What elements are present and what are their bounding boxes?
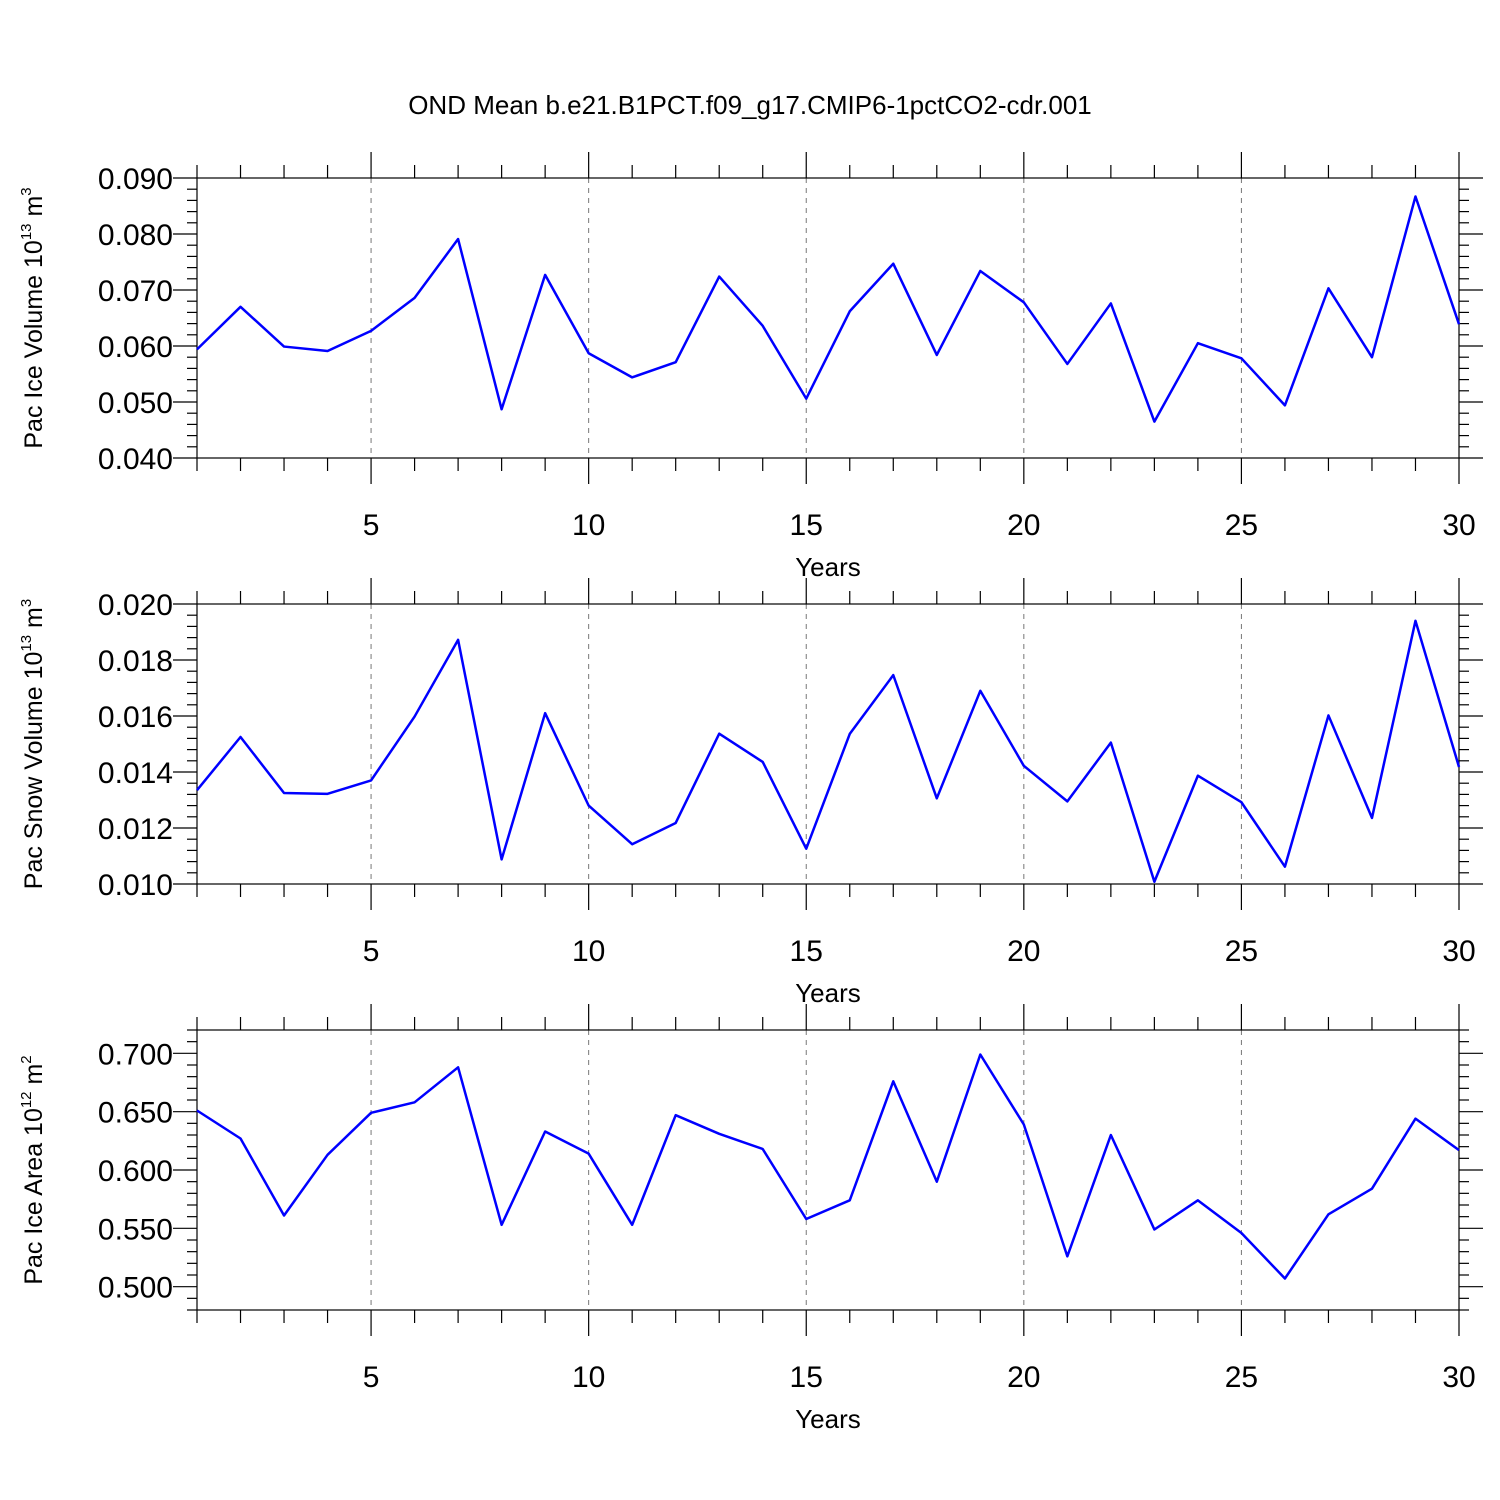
y-tick-label: 0.012 bbox=[98, 813, 173, 846]
x-tick-label: 10 bbox=[572, 1361, 605, 1394]
y-axis-label-exponent: 13 bbox=[18, 223, 35, 240]
x-tick-label: 5 bbox=[363, 935, 380, 968]
x-tick-label: 30 bbox=[1442, 1361, 1475, 1394]
y-tick-label: 0.090 bbox=[98, 163, 173, 196]
y-tick-label: 0.080 bbox=[98, 219, 173, 252]
y-tick-label: 0.070 bbox=[98, 275, 173, 308]
y-axis-label-unit: m bbox=[20, 1064, 48, 1092]
axes-frame bbox=[196, 603, 1460, 885]
y-tick-label: 0.600 bbox=[98, 1155, 173, 1188]
y-axis-label-exponent: 12 bbox=[18, 1091, 35, 1108]
x-tick-label: 15 bbox=[790, 1361, 823, 1394]
x-tick-label: 25 bbox=[1225, 935, 1258, 968]
axes-frame bbox=[196, 1029, 1460, 1311]
x-tick-label: 5 bbox=[363, 509, 380, 542]
x-tick-label: 30 bbox=[1442, 935, 1475, 968]
y-tick-label: 0.050 bbox=[98, 387, 173, 420]
x-tick-label: 20 bbox=[1007, 509, 1040, 542]
y-axis-label-text: Pac Snow Volume 10 bbox=[20, 652, 48, 890]
x-tick-label: 30 bbox=[1442, 509, 1475, 542]
y-tick-label: 0.010 bbox=[98, 869, 173, 902]
y-tick-label: 0.550 bbox=[98, 1213, 173, 1246]
y-tick-label: 0.014 bbox=[98, 757, 173, 790]
series-line bbox=[196, 1053, 1460, 1280]
x-tick-label: 15 bbox=[790, 509, 823, 542]
y-tick-label: 0.700 bbox=[98, 1038, 173, 1071]
chart-panel-3: 0.500 0.550 0.600 0.650 0.700 5 10 15 20 25 30 Year… bbox=[18, 1004, 1483, 1434]
x-axis-label: Years bbox=[795, 978, 861, 1008]
figure-title: OND Mean b.e21.B1PCT.f09_g17.CMIP6-1pctC… bbox=[408, 90, 1092, 120]
x-tick-label: 10 bbox=[572, 935, 605, 968]
y-tick-label: 0.018 bbox=[98, 645, 173, 678]
y-tick-label: 0.500 bbox=[98, 1272, 173, 1305]
x-tick-label: 5 bbox=[363, 1361, 380, 1394]
series-line bbox=[196, 619, 1461, 884]
y-axis-label-exponent: 13 bbox=[18, 635, 35, 652]
y-axis-label-unit: m bbox=[20, 607, 48, 635]
y-axis-label: Pac Snow Volume 1013 m3 bbox=[18, 599, 48, 889]
y-tick-label: 0.040 bbox=[98, 443, 173, 476]
y-tick-label: 0.650 bbox=[98, 1097, 173, 1130]
x-tick-label: 10 bbox=[572, 509, 605, 542]
y-tick-label: 0.016 bbox=[98, 701, 173, 734]
chart-panel-2: 0.010 0.012 0.014 0.016 0.018 0.020 5 10 15 20 25 3… bbox=[18, 578, 1483, 1008]
x-tick-label: 15 bbox=[790, 935, 823, 968]
y-axis-label-unit: m bbox=[20, 196, 48, 224]
y-tick-label: 0.020 bbox=[98, 589, 173, 622]
y-axis-label-unit-exponent: 3 bbox=[18, 187, 35, 195]
y-axis-label-unit-exponent: 2 bbox=[18, 1055, 35, 1063]
x-axis-label: Years bbox=[795, 552, 861, 582]
axes-frame bbox=[196, 177, 1460, 459]
y-axis-label-text: Pac Ice Volume 10 bbox=[20, 240, 48, 448]
series-line bbox=[196, 195, 1461, 423]
x-tick-label: 25 bbox=[1225, 509, 1258, 542]
y-axis-label-text: Pac Ice Area 10 bbox=[20, 1108, 48, 1285]
x-tick-label: 20 bbox=[1007, 935, 1040, 968]
chart-panel-1: 0.040 0.050 0.060 0.070 0.080 0.090 5 10 15 20 25 3… bbox=[18, 152, 1483, 582]
y-tick-label: 0.060 bbox=[98, 331, 173, 364]
x-axis-label: Years bbox=[795, 1404, 861, 1434]
y-axis-label: Pac Ice Area 1012 m2 bbox=[18, 1055, 48, 1284]
y-axis-label: Pac Ice Volume 1013 m3 bbox=[18, 187, 48, 448]
x-tick-label: 25 bbox=[1225, 1361, 1258, 1394]
y-axis-label-unit-exponent: 3 bbox=[18, 599, 35, 607]
x-tick-label: 20 bbox=[1007, 1361, 1040, 1394]
